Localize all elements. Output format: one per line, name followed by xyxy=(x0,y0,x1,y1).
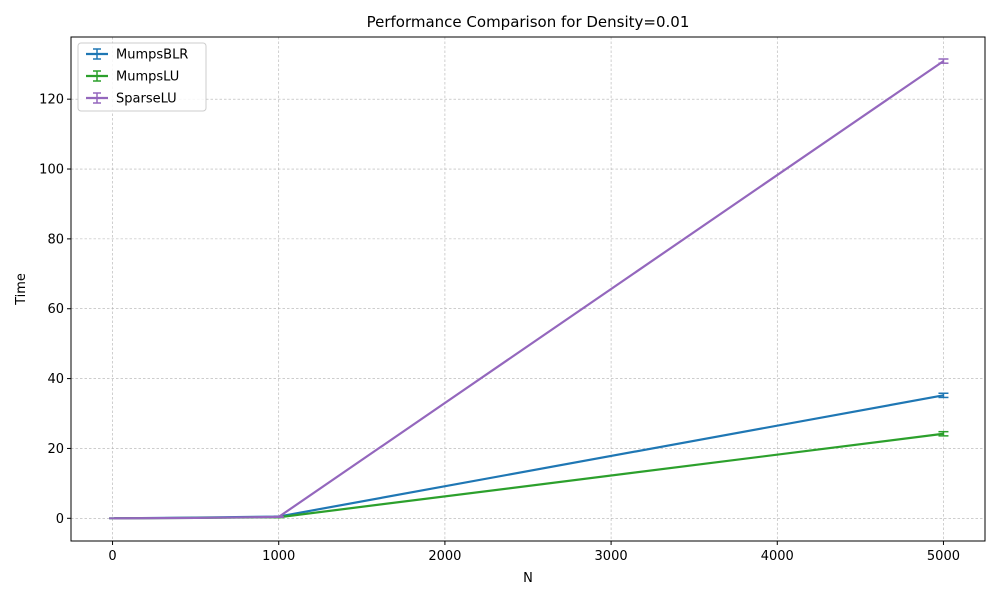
x-tick-label: 4000 xyxy=(761,549,794,564)
x-tick-label: 3000 xyxy=(595,549,628,564)
plot-frame xyxy=(70,36,986,542)
error-bar xyxy=(938,58,949,64)
legend-box xyxy=(77,42,207,112)
x-tick-label: 5000 xyxy=(927,549,960,564)
series-layer xyxy=(109,58,949,520)
legend-label: SparseLU xyxy=(116,92,177,107)
series-line xyxy=(114,60,945,520)
legend-item-SparseLU: SparseLU xyxy=(86,92,177,107)
legend-item-MumpsBLR: MumpsBLR xyxy=(86,48,188,63)
y-axis: 0 20 40 60 80 100 120 xyxy=(39,93,71,527)
y-tick-label: 80 xyxy=(47,232,64,247)
x-axis-title: N xyxy=(523,571,533,586)
legend-label: MumpsLU xyxy=(116,70,179,85)
x-tick-label: 2000 xyxy=(428,549,461,564)
legend: MumpsBLR MumpsLU SparseLU xyxy=(77,42,207,112)
y-tick-label: 120 xyxy=(39,93,64,108)
y-tick-label: 40 xyxy=(47,372,64,387)
y-tick-label: 20 xyxy=(47,442,64,457)
y-tick-label: 100 xyxy=(39,163,64,178)
error-bar xyxy=(938,392,949,399)
y-axis-title: Time xyxy=(14,273,29,306)
x-axis: 0 1000 2000 3000 4000 5000 xyxy=(108,541,960,564)
series-SparseLU xyxy=(109,58,949,520)
y-tick-label: 0 xyxy=(56,512,64,527)
chart-title: Performance Comparison for Density=0.01 xyxy=(367,13,690,31)
x-tick-label: 1000 xyxy=(262,549,295,564)
x-tick-label: 0 xyxy=(108,549,116,564)
error-bar xyxy=(938,430,949,437)
legend-item-MumpsLU: MumpsLU xyxy=(86,70,179,85)
error-bar xyxy=(273,515,284,518)
legend-label: MumpsBLR xyxy=(116,48,188,63)
y-tick-label: 60 xyxy=(47,302,64,317)
